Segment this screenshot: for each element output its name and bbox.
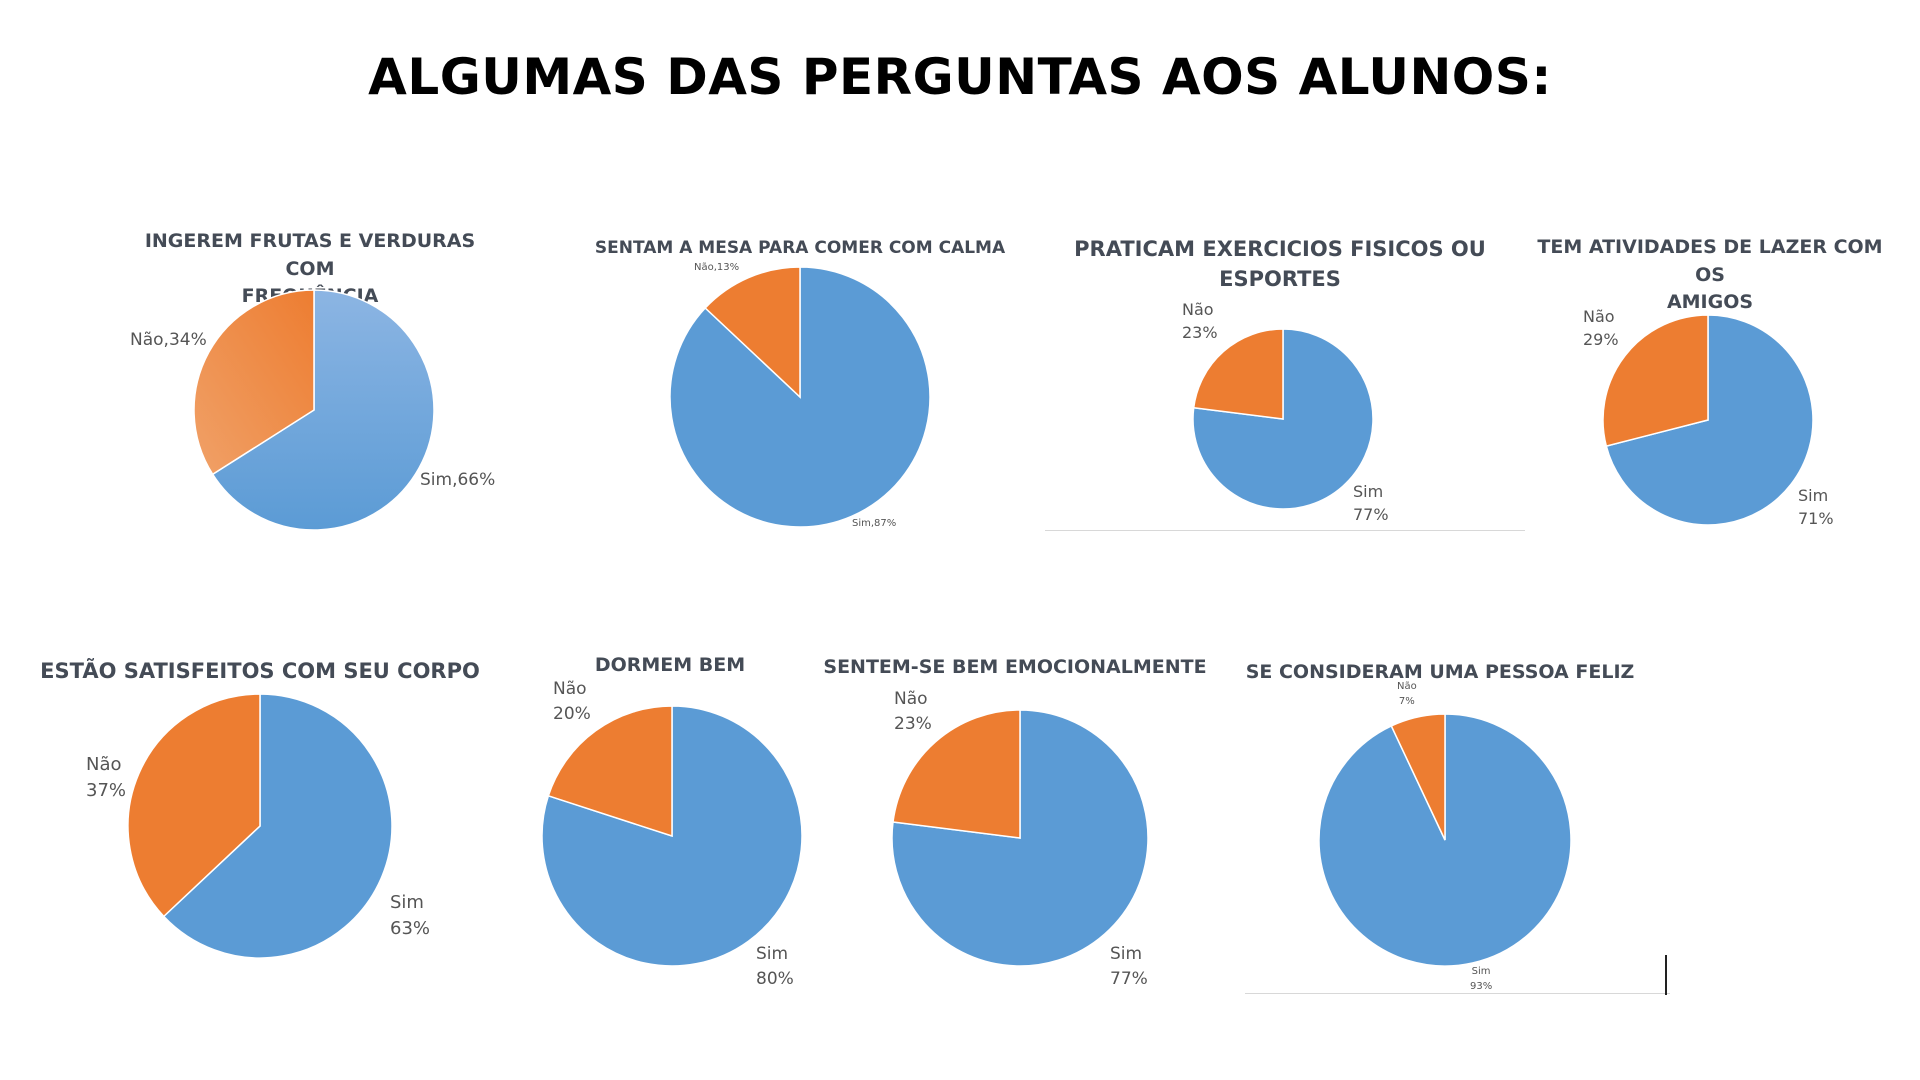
data-label-sim: Sim,66% (420, 468, 495, 493)
pie-slice-nao (547, 705, 673, 838)
chart-title-line: INGEREM FRUTAS E VERDURAS COM (144, 230, 476, 280)
data-label-sim: Sim 80% (756, 942, 794, 991)
data-label-line: Não (1583, 307, 1615, 326)
pie-slice-nao (1602, 314, 1709, 448)
chart-baseline (1245, 993, 1670, 994)
chart-baseline (1045, 530, 1525, 531)
pie-chart (1602, 314, 1814, 526)
data-label-nao: Não 23% (1182, 298, 1218, 344)
pie-chart (127, 693, 393, 959)
data-label-sim: Sim,87% (852, 517, 896, 532)
data-label-nao: Não 37% (86, 752, 126, 804)
chart-title-line: PRATICAM EXERCICIOS FISICOS OU (1074, 237, 1486, 261)
data-label-line: Não (1397, 681, 1417, 692)
data-label-nao: Não,34% (130, 328, 207, 353)
data-label-line: Sim (756, 944, 789, 964)
data-label-line: Não (894, 689, 928, 709)
data-label-line: 7% (1398, 695, 1415, 707)
data-label-line: Não (1182, 300, 1214, 319)
pie-slice-nao (193, 289, 315, 476)
chart-title-line: SE CONSIDERAM UMA PESSOA FELIZ (1245, 661, 1635, 683)
data-label-line: Não,13% (694, 262, 740, 273)
data-label-nao: Não 7% (1397, 680, 1417, 709)
pie-chart (669, 266, 931, 528)
data-label-nao: Não 20% (553, 677, 591, 726)
data-label-sim: Sim 77% (1353, 480, 1389, 526)
pie-slice-sim (1605, 314, 1814, 526)
data-label-line: Não (553, 679, 587, 699)
pie-chart (1192, 328, 1374, 510)
cursor-line (1665, 955, 1667, 995)
data-label-line: 20% (553, 703, 591, 724)
chart-title: DORMEM BEM (545, 652, 795, 680)
pie-slice-sim (162, 693, 393, 959)
chart-title: PRATICAM EXERCICIOS FISICOS OU ESPORTES (1060, 234, 1500, 295)
chart-title: SE CONSIDERAM UMA PESSOA FELIZ (1240, 659, 1640, 687)
pie-chart (541, 705, 803, 967)
chart-title-line: SENTAM A MESA PARA COMER COM CALMA (594, 238, 1006, 258)
chart-title: SENTEM-SE BEM EMOCIONALMENTE (815, 654, 1215, 682)
data-label-line: Sim (1353, 482, 1384, 501)
chart-title-line: ESPORTES (1219, 267, 1341, 292)
data-label-sim: Sim 63% (390, 890, 430, 942)
chart-title: ESTÃO SATISFEITOS COM SEU CORPO (40, 656, 480, 686)
pie-slice-nao (1192, 328, 1284, 420)
pie-slice-nao (127, 693, 261, 918)
data-label-line: 93% (1470, 980, 1493, 992)
data-label-sim: Sim 77% (1110, 942, 1148, 991)
data-label-line: Sim (390, 892, 424, 913)
pie-chart (891, 709, 1149, 967)
data-label-line: Sim,66% (420, 470, 496, 490)
data-label-line: 77% (1110, 968, 1148, 989)
chart-title-line: SENTEM-SE BEM EMOCIONALMENTE (823, 656, 1207, 678)
data-label-line: Sim (1110, 944, 1143, 964)
pie-slice-sim (891, 709, 1149, 967)
data-label-line: 77% (1353, 505, 1389, 525)
pie-chart (193, 289, 435, 531)
pie-slice-nao (892, 709, 1021, 839)
data-label-nao: Não,13% (694, 261, 739, 276)
pie-slice-sim (211, 289, 435, 531)
data-label-line: Não (86, 754, 122, 775)
data-label-line: Sim,87% (852, 518, 897, 529)
data-label-line: 23% (894, 713, 932, 734)
data-label-sim: Sim 93% (1470, 965, 1492, 994)
chart-title-line: ESTÃO SATISFEITOS COM SEU CORPO (40, 659, 480, 683)
data-label-line: 29% (1583, 330, 1619, 350)
data-label-nao: Não 23% (894, 687, 932, 736)
chart-title: SENTAM A MESA PARA COMER COM CALMA (580, 236, 1020, 261)
pie-slice-nao (1390, 713, 1446, 841)
chart-title-line: TEM ATIVIDADES DE LAZER COM OS (1537, 236, 1883, 286)
pie-chart (1318, 713, 1572, 967)
data-label-line: 71% (1798, 509, 1834, 529)
data-label-nao: Não 29% (1583, 305, 1619, 351)
data-label-line: Sim (1798, 486, 1829, 505)
data-label-line: 80% (756, 968, 794, 989)
data-label-line: Não,34% (130, 330, 207, 350)
data-label-line: 37% (86, 780, 127, 802)
data-label-line: 63% (390, 918, 431, 940)
chart-title-line: AMIGOS (1666, 291, 1754, 314)
data-label-line: 23% (1182, 323, 1218, 343)
page-title: ALGUMAS DAS PERGUNTAS AOS ALUNOS: (368, 48, 1552, 106)
chart-title: TEM ATIVIDADES DE LAZER COM OS AMIGOS (1520, 234, 1900, 317)
pie-slice-nao (704, 266, 801, 399)
data-label-line: Sim (1471, 966, 1491, 977)
data-label-sim: Sim 71% (1798, 484, 1834, 530)
chart-title-line: DORMEM BEM (594, 654, 746, 676)
